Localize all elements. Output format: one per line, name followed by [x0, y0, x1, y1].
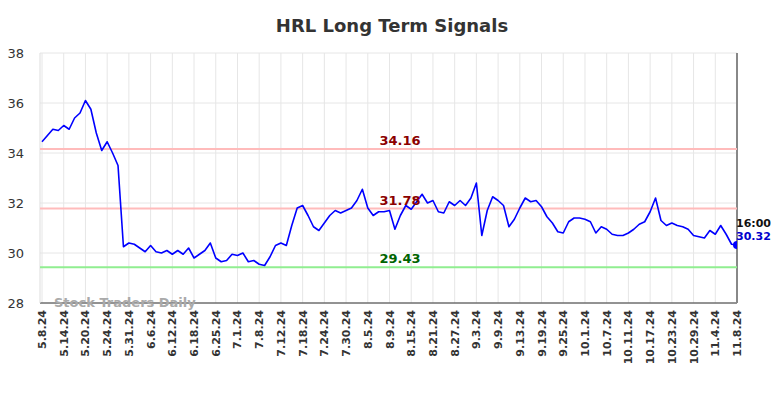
price-line [42, 101, 737, 266]
grid-line [476, 53, 477, 303]
time-label: 16:00 [736, 217, 771, 230]
x-tick-label: 8.15.24 [405, 310, 418, 357]
grid-line [150, 53, 151, 303]
y-tick-label: 34 [7, 146, 24, 161]
plot-area [40, 101, 737, 268]
grid-line [302, 53, 303, 303]
grid-line [650, 53, 651, 303]
x-tick-label: 6.18.24 [188, 310, 201, 357]
y-tick-label: 30 [7, 246, 24, 261]
x-tick-label: 11.8.24 [731, 310, 744, 357]
y-tick-label: 36 [7, 96, 24, 111]
x-tick-label: 7.24.24 [318, 310, 331, 357]
x-tick-label: 8.21.24 [427, 310, 440, 357]
grid-line [215, 53, 216, 303]
y-tick-label: 38 [7, 46, 24, 61]
reference-line [40, 266, 737, 268]
x-tick-label: 8.9.24 [384, 310, 397, 349]
grid-line [42, 53, 43, 303]
grid-line [628, 53, 629, 303]
grid-line [194, 53, 195, 303]
x-tick-label: 5.31.24 [123, 310, 136, 357]
x-tick-label: 9.3.24 [470, 310, 483, 349]
x-tick-label: 6.6.24 [145, 310, 158, 349]
x-tick-label: 11.4.24 [709, 310, 722, 357]
last-value-label: 30.32 [736, 230, 771, 243]
x-tick-label: 8.5.24 [362, 310, 375, 349]
grid-line [519, 53, 520, 303]
y-tick-label: 32 [7, 196, 24, 211]
grid-line [259, 53, 260, 303]
x-tick-label: 9.25.24 [557, 310, 570, 357]
grid-line [346, 53, 347, 303]
x-tick-label: 8.27.24 [449, 310, 462, 357]
x-tick-label: 9.13.24 [514, 310, 527, 357]
reference-line [40, 208, 737, 210]
y-tick-label: 28 [7, 296, 24, 311]
grid-line [432, 53, 433, 303]
x-tick-label: 7.12.24 [275, 310, 288, 357]
grid-line [63, 53, 64, 303]
grid-line [40, 153, 737, 154]
x-tick-label: 10.17.24 [644, 310, 657, 365]
reference-label: 31.78 [379, 193, 420, 208]
x-tick-label: 7.8.24 [253, 310, 266, 349]
grid-line [367, 53, 368, 303]
grid-line [715, 53, 716, 303]
grid-line [40, 103, 737, 104]
grid-line [40, 53, 737, 54]
x-tick-label: 9.9.24 [492, 310, 505, 349]
grid-line [128, 53, 129, 303]
x-tick-label: 6.25.24 [210, 310, 223, 357]
reference-label: 34.16 [379, 133, 420, 148]
chart: HRL Long Term Signals 28 30 32 34 36 38 5.8.24 5… [0, 0, 784, 398]
grid-line [237, 53, 238, 303]
x-tick-label: 5.24.24 [101, 310, 114, 357]
right-border [736, 53, 738, 303]
watermark: Stock Traders Daily [54, 295, 196, 310]
x-tick-label: 5.14.24 [58, 310, 71, 357]
grid-line [584, 53, 585, 303]
reference-line [40, 148, 737, 150]
y-axis [40, 53, 41, 303]
grid-line [563, 53, 564, 303]
title: HRL Long Term Signals [276, 15, 508, 36]
grid-line [280, 53, 281, 303]
x-tick-label: 10.11.24 [622, 310, 635, 365]
grid-line [498, 53, 499, 303]
x-tick-label: 5.20.24 [79, 310, 92, 357]
grid-line [454, 53, 455, 303]
grid-line [606, 53, 607, 303]
grid-line [324, 53, 325, 303]
x-tick-label: 7.1.24 [231, 310, 244, 349]
grid-line [737, 53, 738, 303]
grid-line [671, 53, 672, 303]
x-tick-label: 10.1.24 [579, 310, 592, 357]
grid-line [85, 53, 86, 303]
grid-line [693, 53, 694, 303]
x-tick-label: 10.23.24 [666, 310, 679, 365]
grid-line [172, 53, 173, 303]
x-tick-label: 6.12.24 [166, 310, 179, 357]
x-tick-label: 10.7.24 [601, 310, 614, 357]
x-tick-label: 7.18.24 [297, 310, 310, 357]
grid-line [541, 53, 542, 303]
x-tick-label: 10.29.24 [688, 310, 701, 365]
grid-line [107, 53, 108, 303]
x-tick-label: 5.8.24 [36, 310, 49, 349]
x-tick-label: 7.30.24 [340, 310, 353, 357]
x-tick-label: 9.19.24 [536, 310, 549, 357]
reference-label: 29.43 [379, 251, 420, 266]
